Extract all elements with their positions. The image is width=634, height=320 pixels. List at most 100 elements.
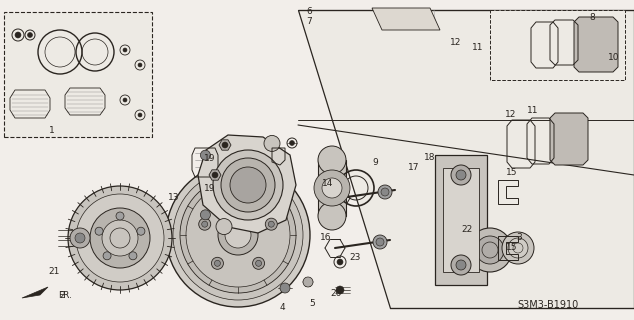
Circle shape — [102, 220, 138, 256]
Text: 12: 12 — [505, 109, 517, 118]
Polygon shape — [574, 17, 618, 72]
Polygon shape — [318, 160, 346, 216]
Circle shape — [468, 228, 512, 272]
Polygon shape — [22, 287, 48, 298]
Circle shape — [502, 232, 534, 264]
Circle shape — [336, 286, 344, 294]
Circle shape — [218, 215, 258, 255]
Text: 17: 17 — [408, 163, 420, 172]
Circle shape — [221, 158, 275, 212]
Polygon shape — [298, 10, 634, 308]
Circle shape — [103, 252, 111, 260]
Bar — [4, 12, 152, 137]
Circle shape — [76, 194, 164, 282]
Circle shape — [186, 183, 290, 287]
Text: 1: 1 — [49, 125, 55, 134]
Text: 13: 13 — [168, 193, 180, 202]
Circle shape — [373, 235, 387, 249]
Circle shape — [318, 202, 346, 230]
Circle shape — [70, 228, 90, 248]
Circle shape — [90, 208, 150, 268]
Text: 23: 23 — [349, 252, 361, 261]
Text: 7: 7 — [306, 17, 312, 26]
Circle shape — [280, 283, 290, 293]
Circle shape — [376, 238, 384, 246]
Polygon shape — [443, 168, 479, 272]
Circle shape — [230, 167, 266, 203]
Circle shape — [137, 227, 145, 235]
Circle shape — [123, 98, 127, 102]
Circle shape — [303, 277, 313, 287]
Circle shape — [456, 260, 466, 270]
Circle shape — [252, 257, 264, 269]
Text: 21: 21 — [48, 268, 60, 276]
Circle shape — [451, 255, 471, 275]
Text: S3M3-B1910: S3M3-B1910 — [517, 300, 579, 310]
Circle shape — [75, 233, 85, 243]
Circle shape — [381, 188, 389, 196]
Polygon shape — [198, 135, 296, 233]
Circle shape — [15, 32, 21, 38]
Circle shape — [378, 185, 392, 199]
Text: 14: 14 — [322, 179, 333, 188]
Circle shape — [200, 210, 210, 220]
Polygon shape — [490, 10, 625, 80]
Text: 20: 20 — [330, 290, 342, 299]
Text: 15: 15 — [507, 167, 518, 177]
Circle shape — [211, 257, 223, 269]
Circle shape — [265, 218, 277, 230]
Text: 22: 22 — [462, 226, 472, 235]
Circle shape — [216, 219, 232, 235]
Text: 19: 19 — [204, 183, 216, 193]
Text: 15: 15 — [507, 243, 518, 252]
Text: 6: 6 — [306, 6, 312, 15]
Text: 12: 12 — [450, 37, 462, 46]
Circle shape — [202, 221, 208, 227]
Circle shape — [180, 177, 296, 293]
Text: 9: 9 — [372, 157, 378, 166]
Circle shape — [214, 260, 221, 266]
Circle shape — [222, 142, 228, 148]
Text: 2: 2 — [59, 292, 65, 300]
Circle shape — [213, 150, 283, 220]
Circle shape — [166, 163, 310, 307]
Text: 11: 11 — [472, 43, 484, 52]
Circle shape — [264, 135, 280, 151]
Text: 18: 18 — [424, 153, 436, 162]
Circle shape — [290, 140, 295, 146]
Circle shape — [116, 212, 124, 220]
Text: 4: 4 — [279, 303, 285, 313]
Circle shape — [212, 172, 218, 178]
Text: FR.: FR. — [58, 291, 72, 300]
Circle shape — [451, 165, 471, 185]
Circle shape — [123, 48, 127, 52]
Polygon shape — [550, 113, 588, 165]
Text: 11: 11 — [527, 106, 539, 115]
Polygon shape — [209, 170, 221, 180]
Circle shape — [256, 260, 262, 266]
Circle shape — [200, 150, 210, 160]
Circle shape — [337, 259, 343, 265]
Circle shape — [476, 236, 504, 264]
Circle shape — [268, 221, 275, 227]
Text: 3: 3 — [516, 233, 522, 242]
Polygon shape — [219, 140, 231, 150]
Circle shape — [508, 238, 528, 258]
Circle shape — [314, 170, 350, 206]
Text: 10: 10 — [608, 52, 620, 61]
Text: 5: 5 — [309, 299, 315, 308]
Circle shape — [173, 170, 303, 300]
Polygon shape — [435, 155, 487, 285]
Circle shape — [129, 252, 137, 260]
Circle shape — [235, 197, 241, 203]
Text: 19: 19 — [204, 154, 216, 163]
Circle shape — [138, 113, 142, 117]
Circle shape — [198, 218, 210, 230]
Circle shape — [456, 170, 466, 180]
Polygon shape — [372, 8, 440, 30]
Circle shape — [322, 178, 342, 198]
Text: 8: 8 — [589, 12, 595, 21]
Circle shape — [68, 186, 172, 290]
Circle shape — [225, 222, 251, 248]
Circle shape — [138, 63, 142, 67]
